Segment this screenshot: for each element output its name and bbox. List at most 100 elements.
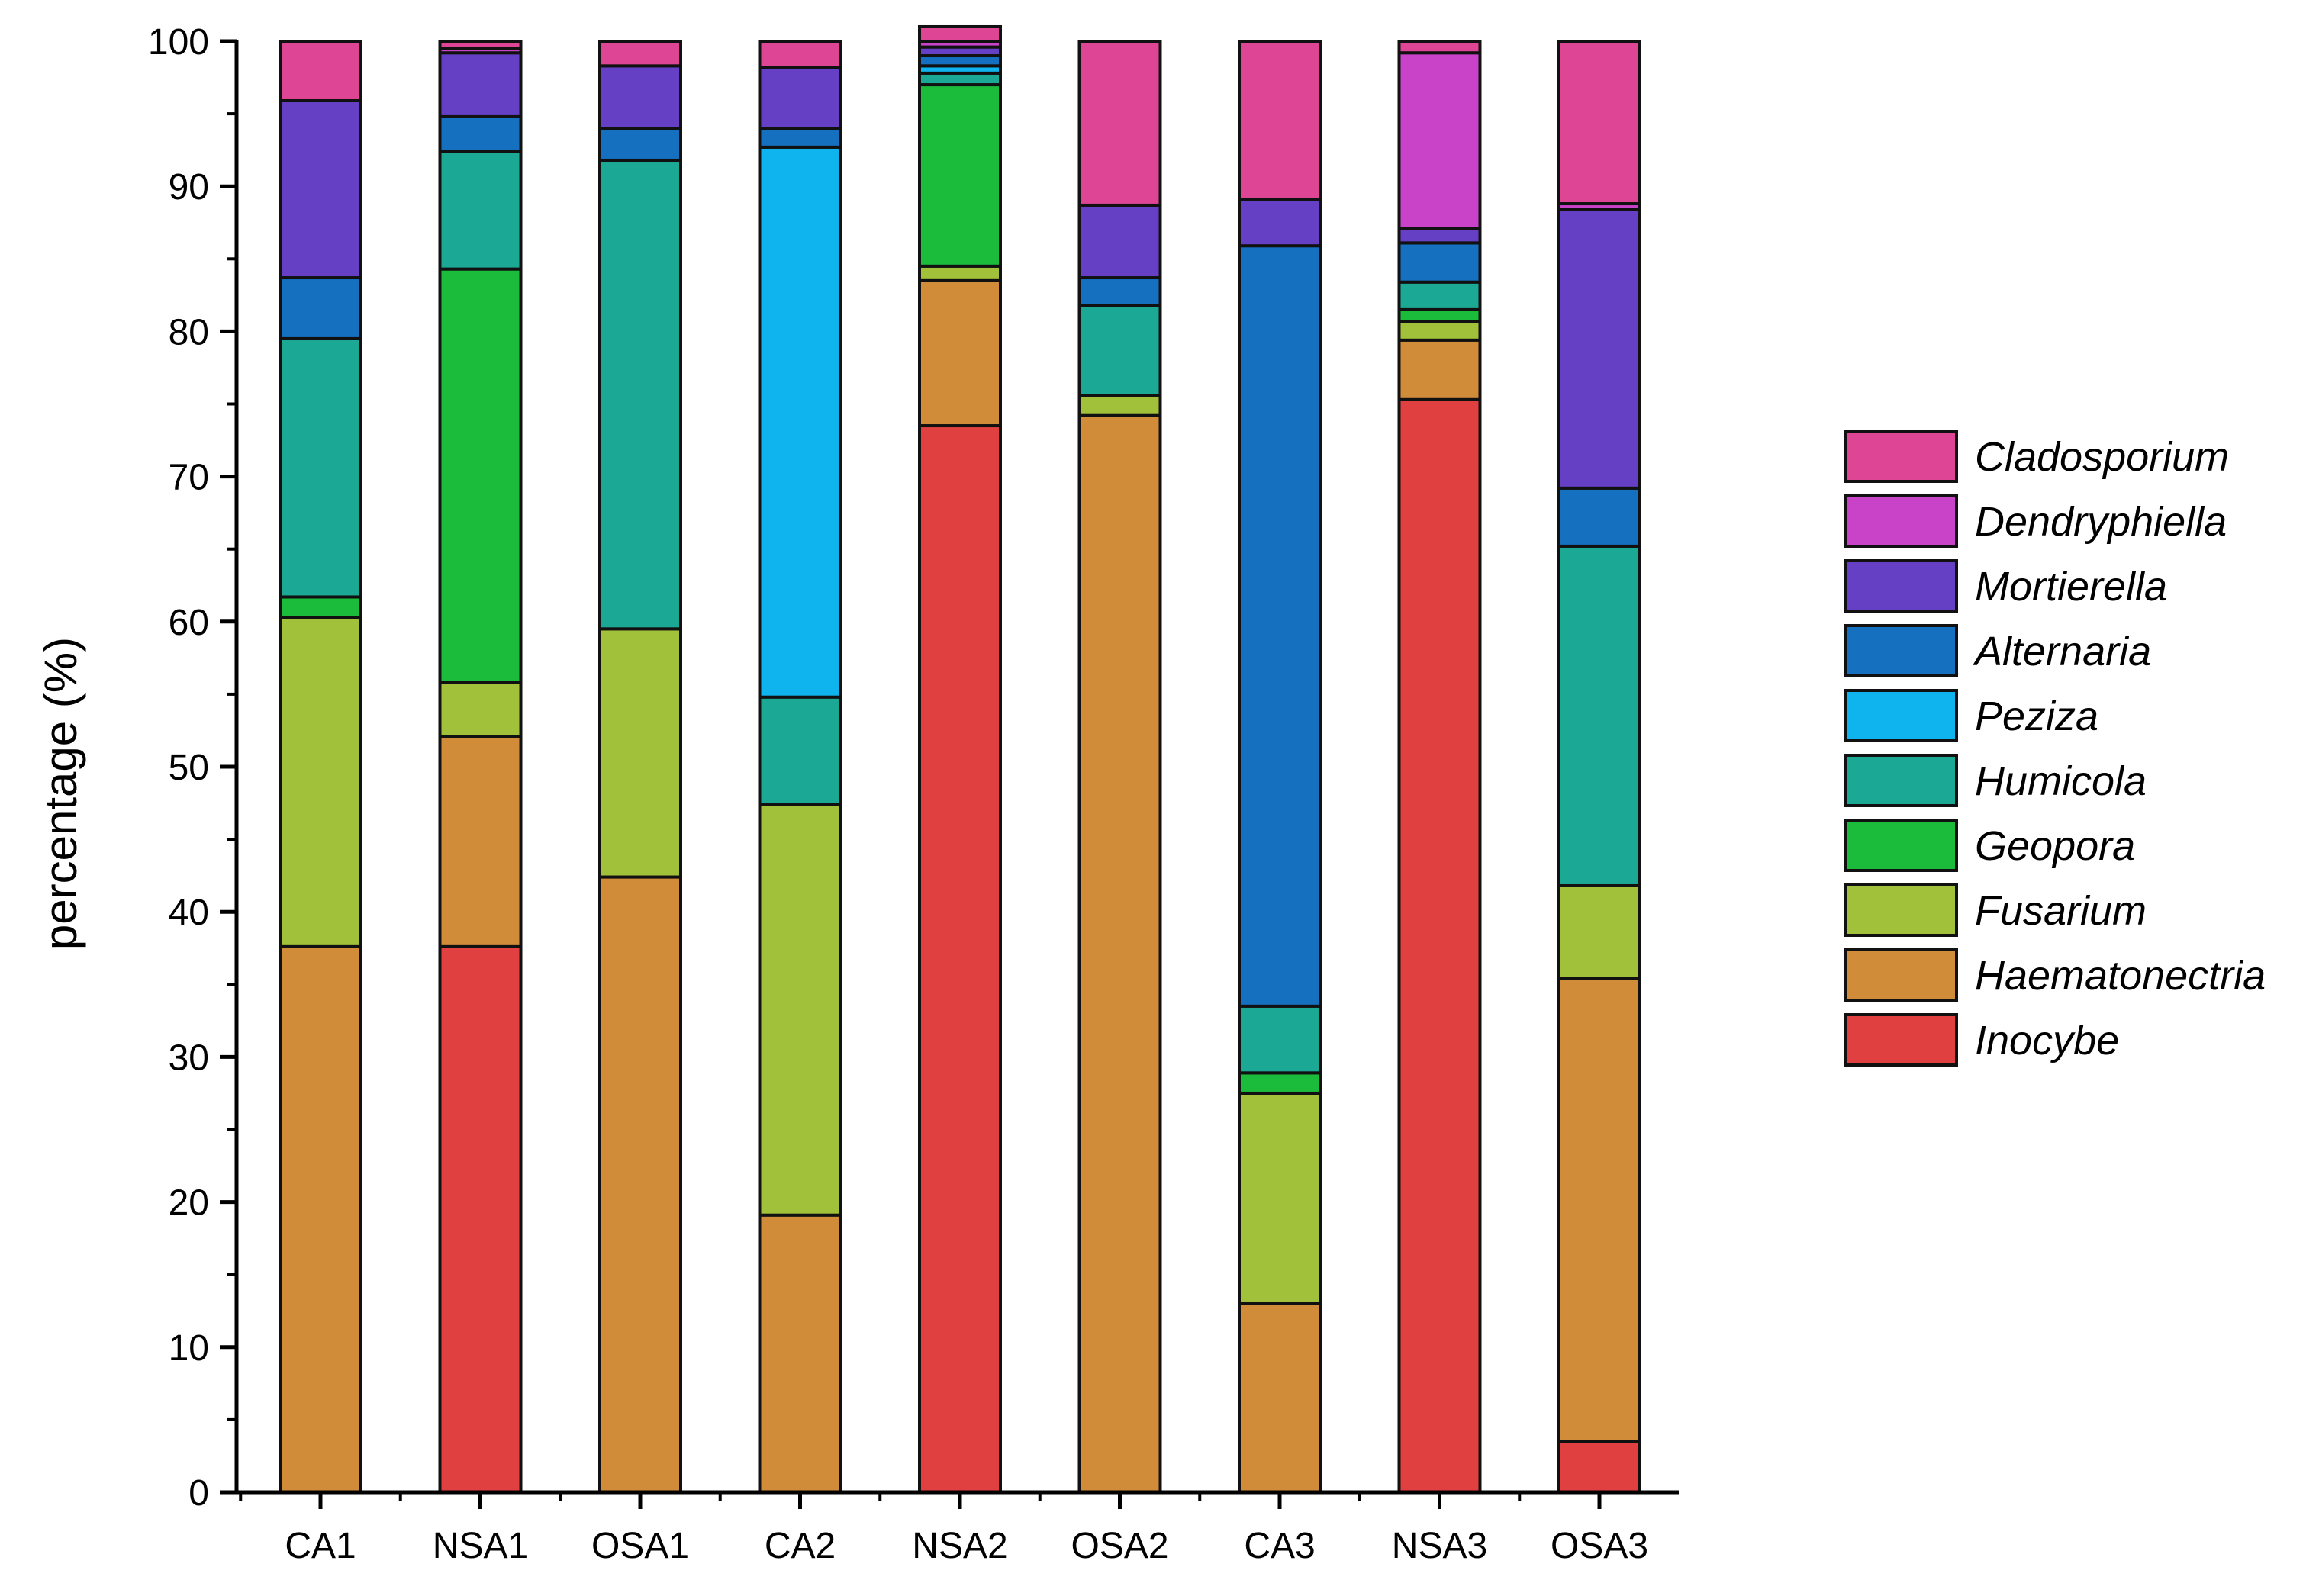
y-tick-label-80: 80	[169, 312, 209, 352]
legend-label-inocybe: Inocybe	[1975, 1018, 2119, 1063]
bar-segment-ca2-cladosporium	[758, 40, 842, 69]
bar-segment-osa1-cladosporium	[598, 40, 682, 68]
bar-segment-osa2-humicola	[1077, 304, 1162, 397]
bar-segment-nsa1-alternaria	[438, 114, 523, 153]
legend-label-humicola: Humicola	[1975, 758, 2147, 804]
bar-segment-osa1-alternaria	[598, 127, 682, 162]
bar-segment-osa3-haematonectria	[1557, 977, 1641, 1443]
legend-swatch-dendryphiella	[1844, 494, 1958, 548]
legend-label-fusarium: Fusarium	[1975, 888, 2147, 934]
bar-segment-nsa1-mortierella	[438, 51, 523, 118]
bar-segment-osa1-fusarium	[598, 627, 682, 879]
y-tick-label-20: 20	[169, 1183, 209, 1224]
bar-segment-osa2-mortierella	[1077, 203, 1162, 280]
bar-segment-nsa1-inocybe	[438, 944, 523, 1494]
bar-segment-nsa1-humicola	[438, 150, 523, 271]
bar-segment-ca1-geopora	[279, 595, 362, 619]
y-tick-label-40: 40	[169, 893, 209, 933]
bar-segment-osa3-cladosporium	[1557, 40, 1641, 206]
bar-segment-osa3-alternaria	[1557, 486, 1641, 548]
legend: Cladosporium Dendryphiella Mortierella Alte…	[1844, 430, 2266, 1067]
bar-segment-nsa1-cladosporium	[438, 40, 523, 50]
bar-segment-nsa1-haematonectria	[438, 735, 523, 948]
bar-segment-nsa2-cladosporium	[918, 24, 1002, 43]
y-tick-label-30: 30	[169, 1038, 209, 1078]
bar-segment-osa3-inocybe	[1557, 1440, 1641, 1495]
bar-segment-osa3-fusarium	[1557, 883, 1641, 980]
bar-segment-nsa2-geopora	[918, 83, 1002, 268]
y-tick-label-10: 10	[169, 1328, 209, 1369]
bar-segment-nsa2-inocybe	[918, 424, 1002, 1494]
x-tick-label-ca1: CA1	[285, 1526, 356, 1566]
bar-segment-osa3-mortierella	[1557, 208, 1641, 490]
bar-segment-osa2-fusarium	[1077, 394, 1162, 417]
axes-group: 0 10 20 30 40 50 60 70 80 90 100 CA1 NSA1 OSA1 CA2 NSA2…	[148, 22, 1679, 1566]
bar-segment-nsa3-humicola	[1397, 280, 1482, 311]
legend-swatch-humicola	[1844, 754, 1958, 807]
legend-label-alternaria: Alternaria	[1973, 629, 2151, 674]
x-tick-label-osa1: OSA1	[591, 1526, 689, 1566]
legend-swatch-fusarium	[1844, 883, 1958, 937]
bar-segment-ca3-fusarium	[1238, 1091, 1322, 1305]
legend-swatch-haematonectria	[1844, 948, 1958, 1002]
bar-segment-ca1-humicola	[279, 336, 362, 599]
bar-segment-ca3-humicola	[1238, 1004, 1322, 1075]
legend-swatch-mortierella	[1844, 559, 1958, 613]
legend-swatch-peziza	[1844, 689, 1958, 742]
bar-segment-nsa1-fusarium	[438, 681, 523, 738]
bar-segment-nsa2-fusarium	[918, 264, 1002, 282]
bar-segment-ca3-mortierella	[1238, 198, 1322, 248]
legend-swatch-cladosporium	[1844, 430, 1958, 483]
bar-segment-ca2-haematonectria	[758, 1213, 842, 1495]
bar-segment-ca3-cladosporium	[1238, 40, 1322, 201]
bar-segment-ca1-fusarium	[279, 616, 362, 948]
bar-segment-nsa2-haematonectria	[918, 278, 1002, 428]
bar-segment-ca1-haematonectria	[279, 944, 362, 1494]
y-tick-label-60: 60	[169, 603, 209, 643]
x-tick-label-nsa1: NSA1	[433, 1526, 528, 1566]
x-tick-label-nsa3: NSA3	[1392, 1526, 1487, 1566]
bar-segment-ca2-peziza	[758, 145, 842, 699]
legend-label-dendryphiella: Dendryphiella	[1975, 499, 2227, 545]
bar-segment-osa3-humicola	[1557, 544, 1641, 887]
y-tick-label-50: 50	[169, 748, 209, 788]
x-tick-label-ca3: CA3	[1244, 1526, 1315, 1566]
legend-label-cladosporium: Cladosporium	[1975, 434, 2229, 480]
x-tick-label-osa3: OSA3	[1551, 1526, 1648, 1566]
bar-segment-ca2-humicola	[758, 695, 842, 806]
bar-segment-osa2-alternaria	[1077, 276, 1162, 307]
y-tick-label-0: 0	[188, 1473, 209, 1514]
bar-segment-nsa3-haematonectria	[1397, 338, 1482, 401]
bar-segment-nsa3-mortierella	[1397, 227, 1482, 245]
bar-segment-nsa3-alternaria	[1397, 241, 1482, 284]
legend-swatch-alternaria	[1844, 624, 1958, 677]
y-tick-label-70: 70	[169, 458, 209, 498]
bar-segment-osa1-humicola	[598, 158, 682, 631]
bar-segment-nsa2-humicola	[918, 71, 1002, 87]
y-tick-label-90: 90	[169, 167, 209, 208]
bar-segment-ca3-geopora	[1238, 1071, 1322, 1095]
legend-label-haematonectria: Haematonectria	[1975, 953, 2266, 999]
legend-label-peziza: Peziza	[1975, 693, 2098, 739]
bar-segment-ca2-fusarium	[758, 803, 842, 1217]
y-tick-label-100: 100	[148, 22, 209, 63]
bar-segment-ca3-alternaria	[1238, 244, 1322, 1008]
bar-segment-ca1-mortierella	[279, 98, 362, 280]
x-tick-label-ca2: CA2	[765, 1526, 836, 1566]
bar-segment-ca1-cladosporium	[279, 40, 362, 102]
bar-segment-nsa1-geopora	[438, 267, 523, 684]
bars-group	[279, 24, 1641, 1495]
bar-segment-ca2-alternaria	[758, 127, 842, 149]
bar-segment-osa1-haematonectria	[598, 875, 682, 1494]
bar-segment-ca1-alternaria	[279, 276, 362, 340]
bar-segment-osa1-mortierella	[598, 64, 682, 130]
x-tick-label-osa2: OSA2	[1071, 1526, 1168, 1566]
bar-segment-osa2-cladosporium	[1077, 40, 1162, 207]
bar-segment-nsa3-geopora	[1397, 307, 1482, 323]
bar-segment-nsa3-cladosporium	[1397, 40, 1482, 55]
legend-swatch-inocybe	[1844, 1013, 1958, 1067]
y-axis-title: percentage (%)	[35, 637, 86, 950]
legend-swatch-geopora	[1844, 819, 1958, 872]
bar-segment-ca2-mortierella	[758, 66, 842, 130]
